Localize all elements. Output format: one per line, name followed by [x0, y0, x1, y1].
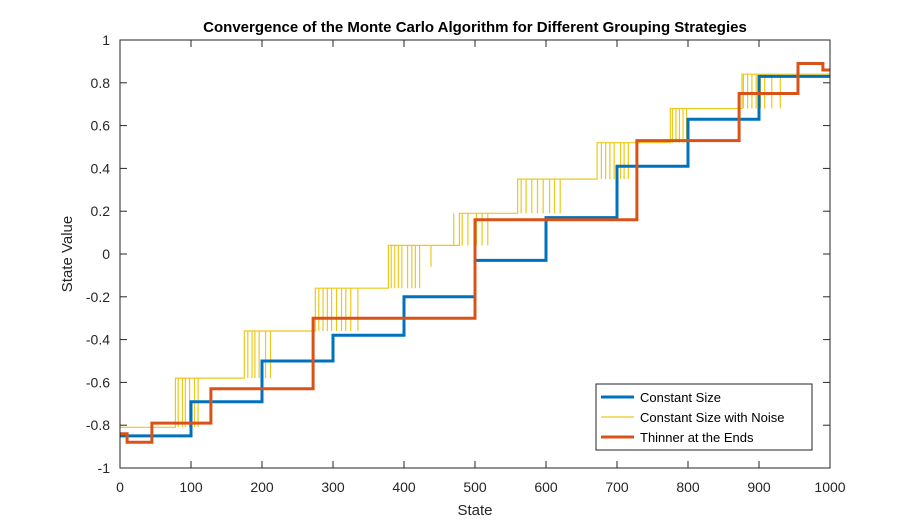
x-tick-label: 400 [392, 479, 416, 495]
x-tick-label: 100 [179, 479, 203, 495]
y-tick-label: -0.2 [86, 289, 110, 305]
x-tick-label: 0 [116, 479, 124, 495]
y-axis: -1 -0.8 -0.6 -0.4 -0.2 0 0.2 0.4 0.6 0.8 1 [86, 32, 830, 476]
y-tick-label: -0.4 [86, 332, 110, 348]
x-tick-label: 200 [250, 479, 274, 495]
y-axis-label: State Value [59, 216, 76, 292]
legend-label: Thinner at the Ends [640, 430, 754, 445]
y-tick-label: -1 [98, 460, 111, 476]
legend: Constant Size Constant Size with Noise Thi… [595, 383, 813, 451]
x-tick-label: 300 [321, 479, 345, 495]
x-tick-label: 1000 [814, 479, 845, 495]
x-axis-label: State [457, 502, 492, 519]
series-layer [120, 62, 830, 444]
x-tick-label: 600 [534, 479, 558, 495]
y-tick-label: -0.6 [86, 374, 110, 390]
y-tick-label: 0.8 [91, 75, 111, 91]
series-line-constant-size-with-noise [120, 73, 830, 428]
y-tick-label: 0.2 [91, 203, 111, 219]
x-tick-label: 900 [747, 479, 771, 495]
chart-title: Convergence of the Monte Carlo Algorithm… [203, 19, 747, 36]
series-line-thinner-at-the-ends [120, 62, 830, 444]
y-tick-label: 0 [102, 246, 110, 262]
legend-label: Constant Size with Noise [640, 410, 785, 425]
y-tick-label: -0.8 [86, 417, 110, 433]
x-axis: 0 100 200 300 400 500 600 700 800 900 1000 [116, 40, 846, 495]
y-tick-label: 1 [102, 32, 110, 48]
legend-label: Constant Size [640, 390, 721, 405]
x-tick-label: 700 [605, 479, 629, 495]
x-tick-label: 800 [676, 479, 700, 495]
x-tick-label: 500 [463, 479, 487, 495]
y-tick-label: 0.4 [91, 160, 111, 176]
y-tick-label: 0.6 [91, 118, 111, 134]
